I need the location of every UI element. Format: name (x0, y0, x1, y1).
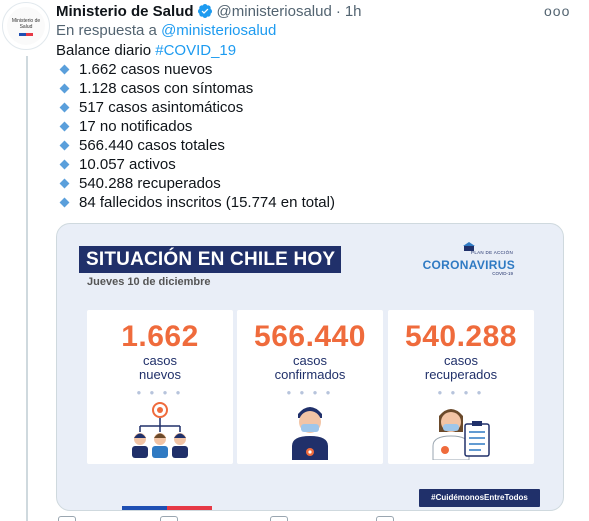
card-label-line1: casos (143, 353, 177, 368)
stat-line: 1.662 casos nuevos (56, 60, 335, 79)
separator: · (335, 2, 341, 20)
people-group-icon (132, 402, 188, 458)
more-icon[interactable]: ooo (544, 3, 571, 19)
verified-badge-icon (197, 4, 212, 18)
intro-text: Balance diario (56, 42, 152, 59)
tweet-actions (56, 516, 564, 521)
author-name[interactable]: Ministerio de Salud (56, 2, 194, 20)
diamond-icon (59, 83, 70, 94)
card-number: 540.288 (405, 320, 517, 353)
hashtag-link[interactable]: #COVID_19 (155, 42, 237, 59)
card-dots: ● ● ● ● (437, 388, 485, 397)
stat-text: 566.440 casos totales (79, 137, 225, 154)
stat-text: 17 no notificados (79, 118, 193, 135)
card-number: 566.440 (254, 320, 366, 353)
stat-card-confirmed: 566.440 casos confirmados ● ● ● ● (237, 310, 383, 464)
intro-line: Balance diario #COVID_19 (56, 41, 335, 60)
stat-line: 540.288 recuperados (56, 174, 335, 193)
diamond-icon (59, 140, 70, 151)
infographic-title: SITUACIÓN EN CHILE HOY (79, 246, 341, 273)
diamond-icon (59, 159, 70, 170)
diamond-icon (59, 197, 70, 208)
tweet-media-image[interactable]: SITUACIÓN EN CHILE HOY Jueves 10 de dici… (56, 223, 564, 511)
thread-line (26, 56, 28, 521)
stat-card-new: 1.662 casos nuevos ● ● ● ● (87, 310, 233, 464)
author-handle[interactable]: @ministeriosalud (216, 2, 332, 20)
doctor-clipboard-icon (432, 409, 490, 460)
card-label-line2: nuevos (139, 367, 181, 382)
stat-line: 17 no notificados (56, 117, 335, 136)
card-label-line1: casos (444, 353, 478, 368)
stat-card-recovered: 540.288 casos recuperados ● ● ● ● (388, 310, 534, 464)
stat-text: 1.128 casos con síntomas (79, 80, 254, 97)
reply-icon[interactable] (58, 516, 76, 521)
stat-text: 517 casos asintomáticos (79, 99, 244, 116)
stat-line: 1.128 casos con síntomas (56, 79, 335, 98)
avatar-flag-bar (19, 33, 33, 36)
stat-text: 1.662 casos nuevos (79, 61, 213, 78)
ministry-seal: Ministerio de Salud (7, 7, 45, 45)
retweet-icon[interactable] (160, 516, 178, 521)
card-dots: ● ● ● ● (286, 388, 334, 397)
card-number: 1.662 (121, 320, 199, 353)
reply-mention-link[interactable]: @ministeriosalud (161, 22, 277, 39)
plan-covid-text: COVID-19 (492, 271, 513, 276)
card-label-line2: confirmados (274, 367, 346, 382)
plan-logo-icon (463, 242, 475, 251)
like-icon[interactable] (270, 516, 288, 521)
masked-person-icon (292, 407, 328, 460)
avatar[interactable]: Ministerio de Salud (2, 2, 50, 50)
tweet-header: Ministerio de Salud @ministeriosalud · 1… (56, 1, 362, 21)
timestamp[interactable]: 1h (344, 2, 362, 20)
card-label: casos nuevos (87, 354, 233, 382)
diamond-icon (59, 178, 70, 189)
tweet-text: Balance diario #COVID_19 1.662 casos nue… (56, 41, 335, 212)
diamond-icon (59, 102, 70, 113)
avatar-text: Ministerio de Salud (11, 18, 41, 30)
stat-line: 566.440 casos totales (56, 136, 335, 155)
campaign-banner: #CuidémonosEntreTodos (419, 489, 540, 507)
infographic-date: Jueves 10 de diciembre (87, 276, 211, 288)
share-icon[interactable] (376, 516, 394, 521)
card-label: casos confirmados (237, 354, 383, 382)
stat-line: 517 casos asintomáticos (56, 98, 335, 117)
stat-line: 10.057 activos (56, 155, 335, 174)
reply-prefix: En respuesta a (56, 22, 157, 39)
card-label-line1: casos (293, 353, 327, 368)
stat-text: 84 fallecidos inscritos (15.774 en total… (79, 194, 335, 211)
diamond-icon (59, 121, 70, 132)
reply-context: En respuesta a @ministeriosalud (56, 22, 276, 39)
plan-big-text: CORONAVIRUS (422, 258, 515, 272)
stat-text: 540.288 recuperados (79, 175, 221, 192)
card-label: casos recuperados (388, 354, 534, 382)
diamond-icon (59, 64, 70, 75)
card-dots: ● ● ● ● (136, 388, 184, 397)
stat-text: 10.057 activos (79, 156, 176, 173)
flag-bar (122, 506, 212, 510)
card-label-line2: recuperados (424, 367, 498, 382)
stat-line: 84 fallecidos inscritos (15.774 en total… (56, 193, 335, 212)
plan-small-text: PLAN DE ACCIÓN (471, 250, 513, 255)
plan-logo: PLAN DE ACCIÓN CORONAVIRUS COVID-19 (423, 242, 547, 276)
